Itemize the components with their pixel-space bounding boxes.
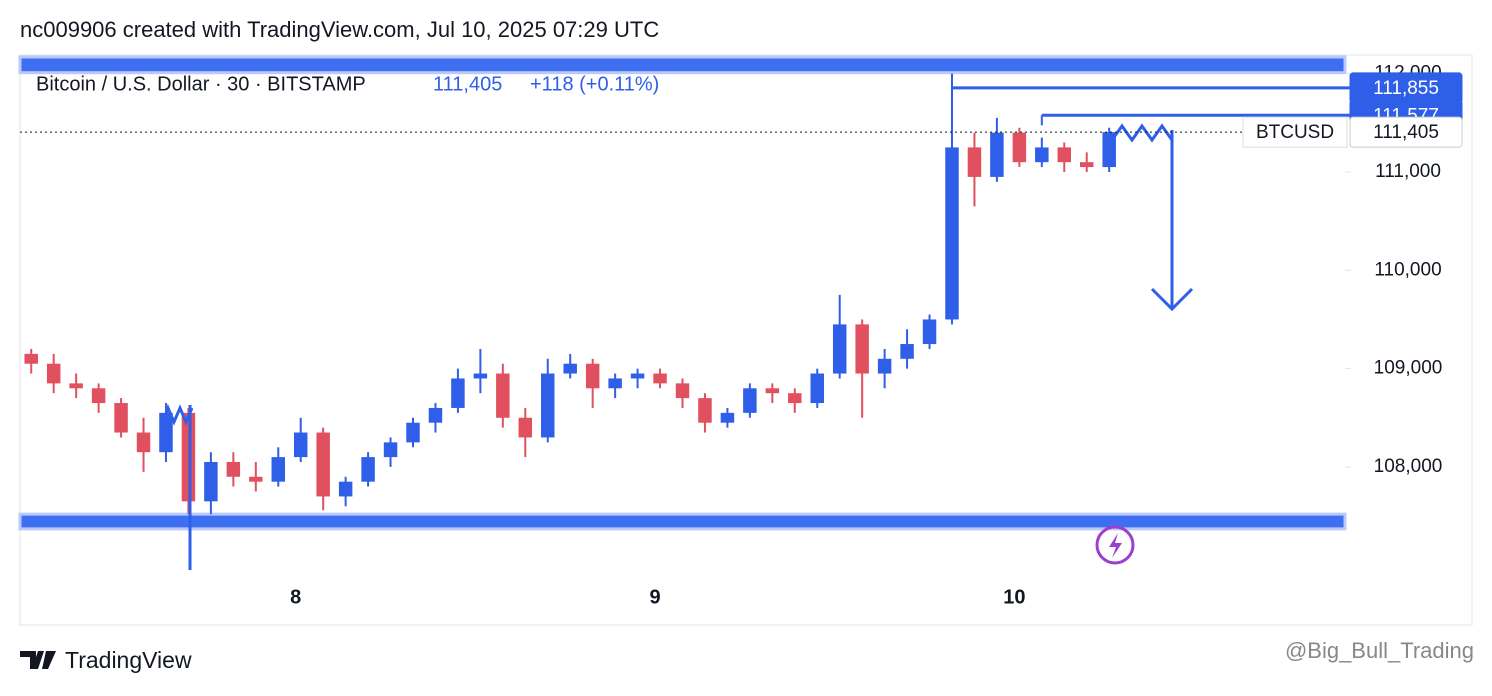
candle-body	[136, 432, 151, 453]
candle-body	[226, 462, 241, 477]
candle-body	[653, 373, 667, 384]
candle-body	[1080, 162, 1094, 168]
candle-body	[541, 373, 555, 438]
zigzag-drawing	[1110, 123, 1174, 143]
candle-body	[406, 422, 420, 443]
axes: 108,000109,000110,000111,000112,00089101…	[20, 63, 1463, 608]
candle-body	[990, 132, 1004, 177]
candle-body	[877, 358, 892, 374]
candle-body	[114, 403, 128, 433]
candle-body	[743, 388, 757, 413]
symbol-label: BTCUSD	[1256, 122, 1334, 143]
brand: TradingView	[65, 647, 192, 673]
candle-body	[1012, 132, 1027, 163]
change: +118 (+0.11%)	[530, 73, 659, 95]
price-label-box	[1349, 116, 1463, 148]
y-tick-label: 110,000	[1374, 259, 1441, 280]
zones	[18, 55, 1347, 531]
candle-body	[945, 147, 959, 320]
candles	[24, 73, 1116, 515]
candle-body	[249, 476, 263, 482]
candle-body	[720, 412, 735, 423]
zigzag-drawing	[160, 403, 194, 426]
y-tick-label: 109,000	[1374, 358, 1443, 379]
candle-body	[473, 373, 488, 379]
symbol-box	[1242, 116, 1348, 148]
icon	[1109, 533, 1122, 558]
price-label: 111,855	[1373, 78, 1439, 99]
candle-body	[204, 462, 218, 502]
candle-body	[428, 407, 443, 423]
candle-body	[855, 324, 869, 374]
drawings	[160, 123, 1194, 570]
candle-body	[788, 393, 802, 404]
candle-body	[608, 378, 622, 389]
candle-body	[271, 457, 285, 482]
candle-body	[675, 383, 690, 399]
last-price: 111,405	[433, 73, 502, 95]
candle-body	[810, 373, 824, 404]
chart-title: Bitcoin / U.S. Dollar · 30 · BITSTAMP	[36, 73, 366, 95]
candle-body	[967, 147, 982, 177]
candle-body	[585, 363, 600, 389]
candle-body	[1102, 132, 1116, 168]
watermark: @Big_Bull_Trading	[1285, 638, 1474, 663]
candle-body	[361, 457, 375, 482]
candle-body	[900, 344, 914, 359]
x-tick-label: 8	[290, 586, 301, 608]
candle-body	[765, 388, 780, 394]
candle-body	[698, 398, 712, 423]
x-tick-label: 10	[1003, 586, 1025, 608]
candle-body	[922, 319, 937, 345]
x-tick-label: 9	[649, 586, 660, 608]
candle-body	[451, 378, 465, 408]
candle-body	[24, 353, 38, 364]
icon	[1095, 525, 1135, 565]
candle-body	[338, 481, 353, 497]
logo	[20, 651, 56, 669]
candle-body	[563, 363, 577, 374]
candle-body	[181, 412, 196, 502]
header: nc009906 created with TradingView.com, J…	[20, 17, 659, 42]
arrow-head	[1150, 287, 1194, 312]
candle-body	[496, 373, 510, 418]
candle-body	[630, 373, 645, 379]
candle-body	[159, 412, 173, 453]
candle-body	[1035, 147, 1049, 163]
candle-body	[91, 388, 106, 404]
price-label: 111,405	[1373, 122, 1439, 143]
candle-body	[383, 442, 398, 458]
chart-frame	[19, 54, 1473, 626]
zone	[18, 55, 1347, 75]
candle-body	[518, 417, 533, 438]
y-tick-label: 111,000	[1375, 161, 1441, 182]
candle-body	[69, 383, 83, 389]
candle-body	[832, 324, 847, 374]
zone	[18, 512, 1347, 531]
candle-body	[46, 363, 61, 384]
candle-body	[1057, 147, 1072, 163]
candle-body	[316, 432, 330, 497]
y-tick-label: 108,000	[1374, 456, 1443, 477]
candle-body	[293, 432, 308, 458]
